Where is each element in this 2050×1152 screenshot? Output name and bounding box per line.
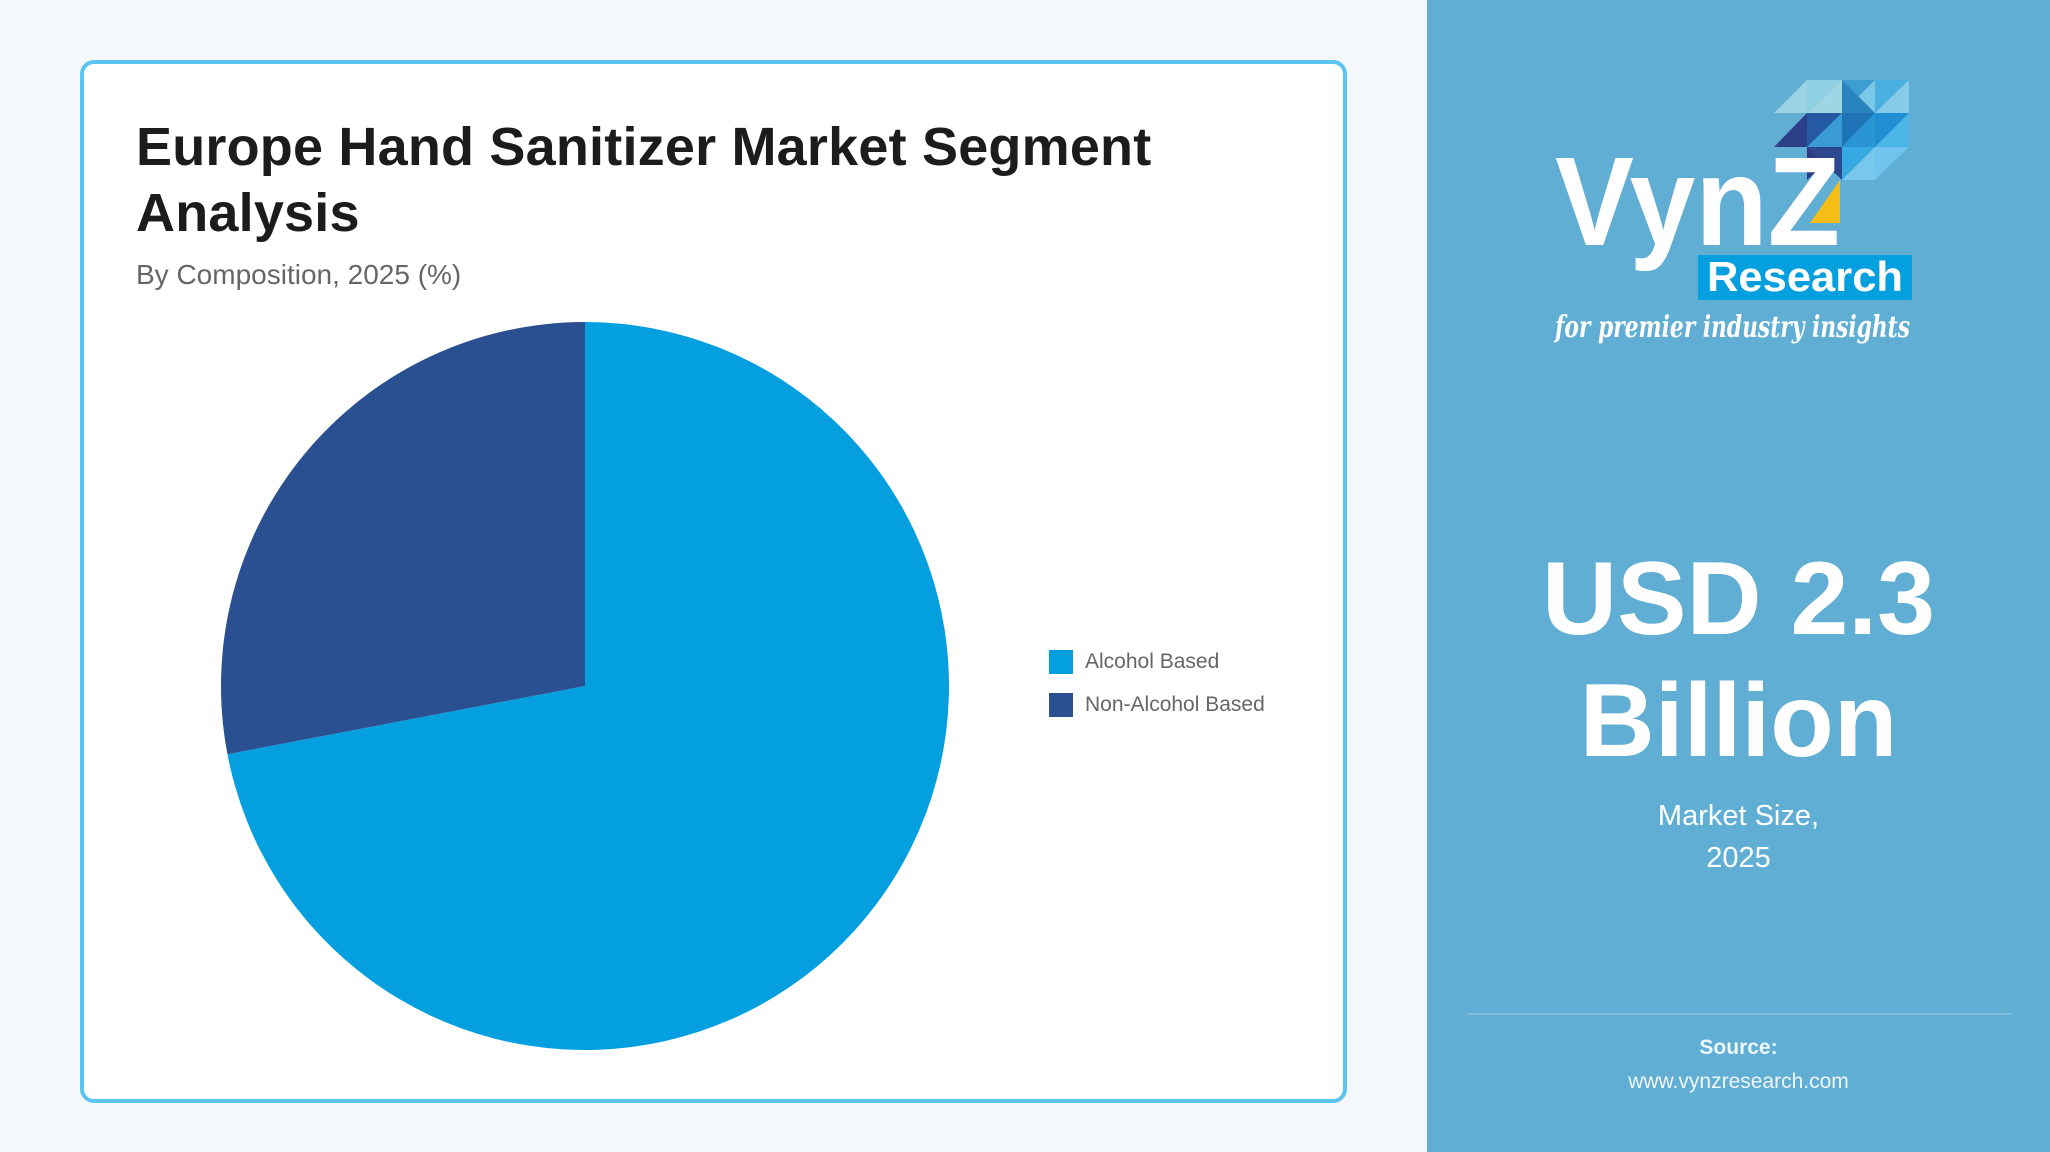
source-label: Source: xyxy=(1699,1036,1778,1059)
pie-slice-non-alcohol-based[interactable] xyxy=(221,322,585,755)
pie-chart xyxy=(221,321,950,1050)
logo-wordmark: VynZ xyxy=(1555,131,1840,272)
caption-line-2: 2025 xyxy=(1706,842,1771,874)
chart-legend: Alcohol Based Non-Alcohol Based xyxy=(1049,650,1265,736)
legend-item-alcohol-based[interactable]: Alcohol Based xyxy=(1049,650,1265,674)
caption-line-1: Market Size, xyxy=(1657,800,1820,832)
legend-swatch-icon xyxy=(1049,693,1073,717)
vynz-research-logo: VynZ Research for premier industry insig… xyxy=(1554,80,1912,345)
logo-yellow-triangle-icon xyxy=(1810,180,1840,223)
market-size-value: USD 2.3 Billion xyxy=(1427,538,2050,782)
market-size-amount: USD 2.3 xyxy=(1541,541,1936,657)
logo-mosaic-icon xyxy=(1774,80,1909,180)
chart-title: Europe Hand Sanitizer Market Segment Ana… xyxy=(136,117,1152,243)
pie-slice-alcohol-based[interactable] xyxy=(227,321,950,1050)
chart-subtitle: By Composition, 2025 (%) xyxy=(136,259,462,290)
chart-card: Europe Hand Sanitizer Market Segment Ana… xyxy=(80,60,1347,1103)
logo-research-badge xyxy=(1698,255,1912,300)
legend-label: Non-Alcohol Based xyxy=(1085,693,1265,716)
logo-tagline: for premier industry insights xyxy=(1554,310,1911,345)
panel-divider xyxy=(1467,1013,2012,1015)
source-url-link[interactable]: www.vynzresearch.com xyxy=(1628,1070,1849,1093)
market-size-caption: Market Size, 2025 xyxy=(1427,795,2050,879)
summary-panel: VynZ Research for premier industry insig… xyxy=(1427,0,2050,1152)
legend-label: Alcohol Based xyxy=(1085,650,1220,673)
logo-research-text: Research xyxy=(1707,253,1903,300)
legend-item-non-alcohol-based[interactable]: Non-Alcohol Based xyxy=(1049,693,1265,717)
market-size-unit: Billion xyxy=(1579,663,1898,779)
legend-swatch-icon xyxy=(1049,650,1073,674)
